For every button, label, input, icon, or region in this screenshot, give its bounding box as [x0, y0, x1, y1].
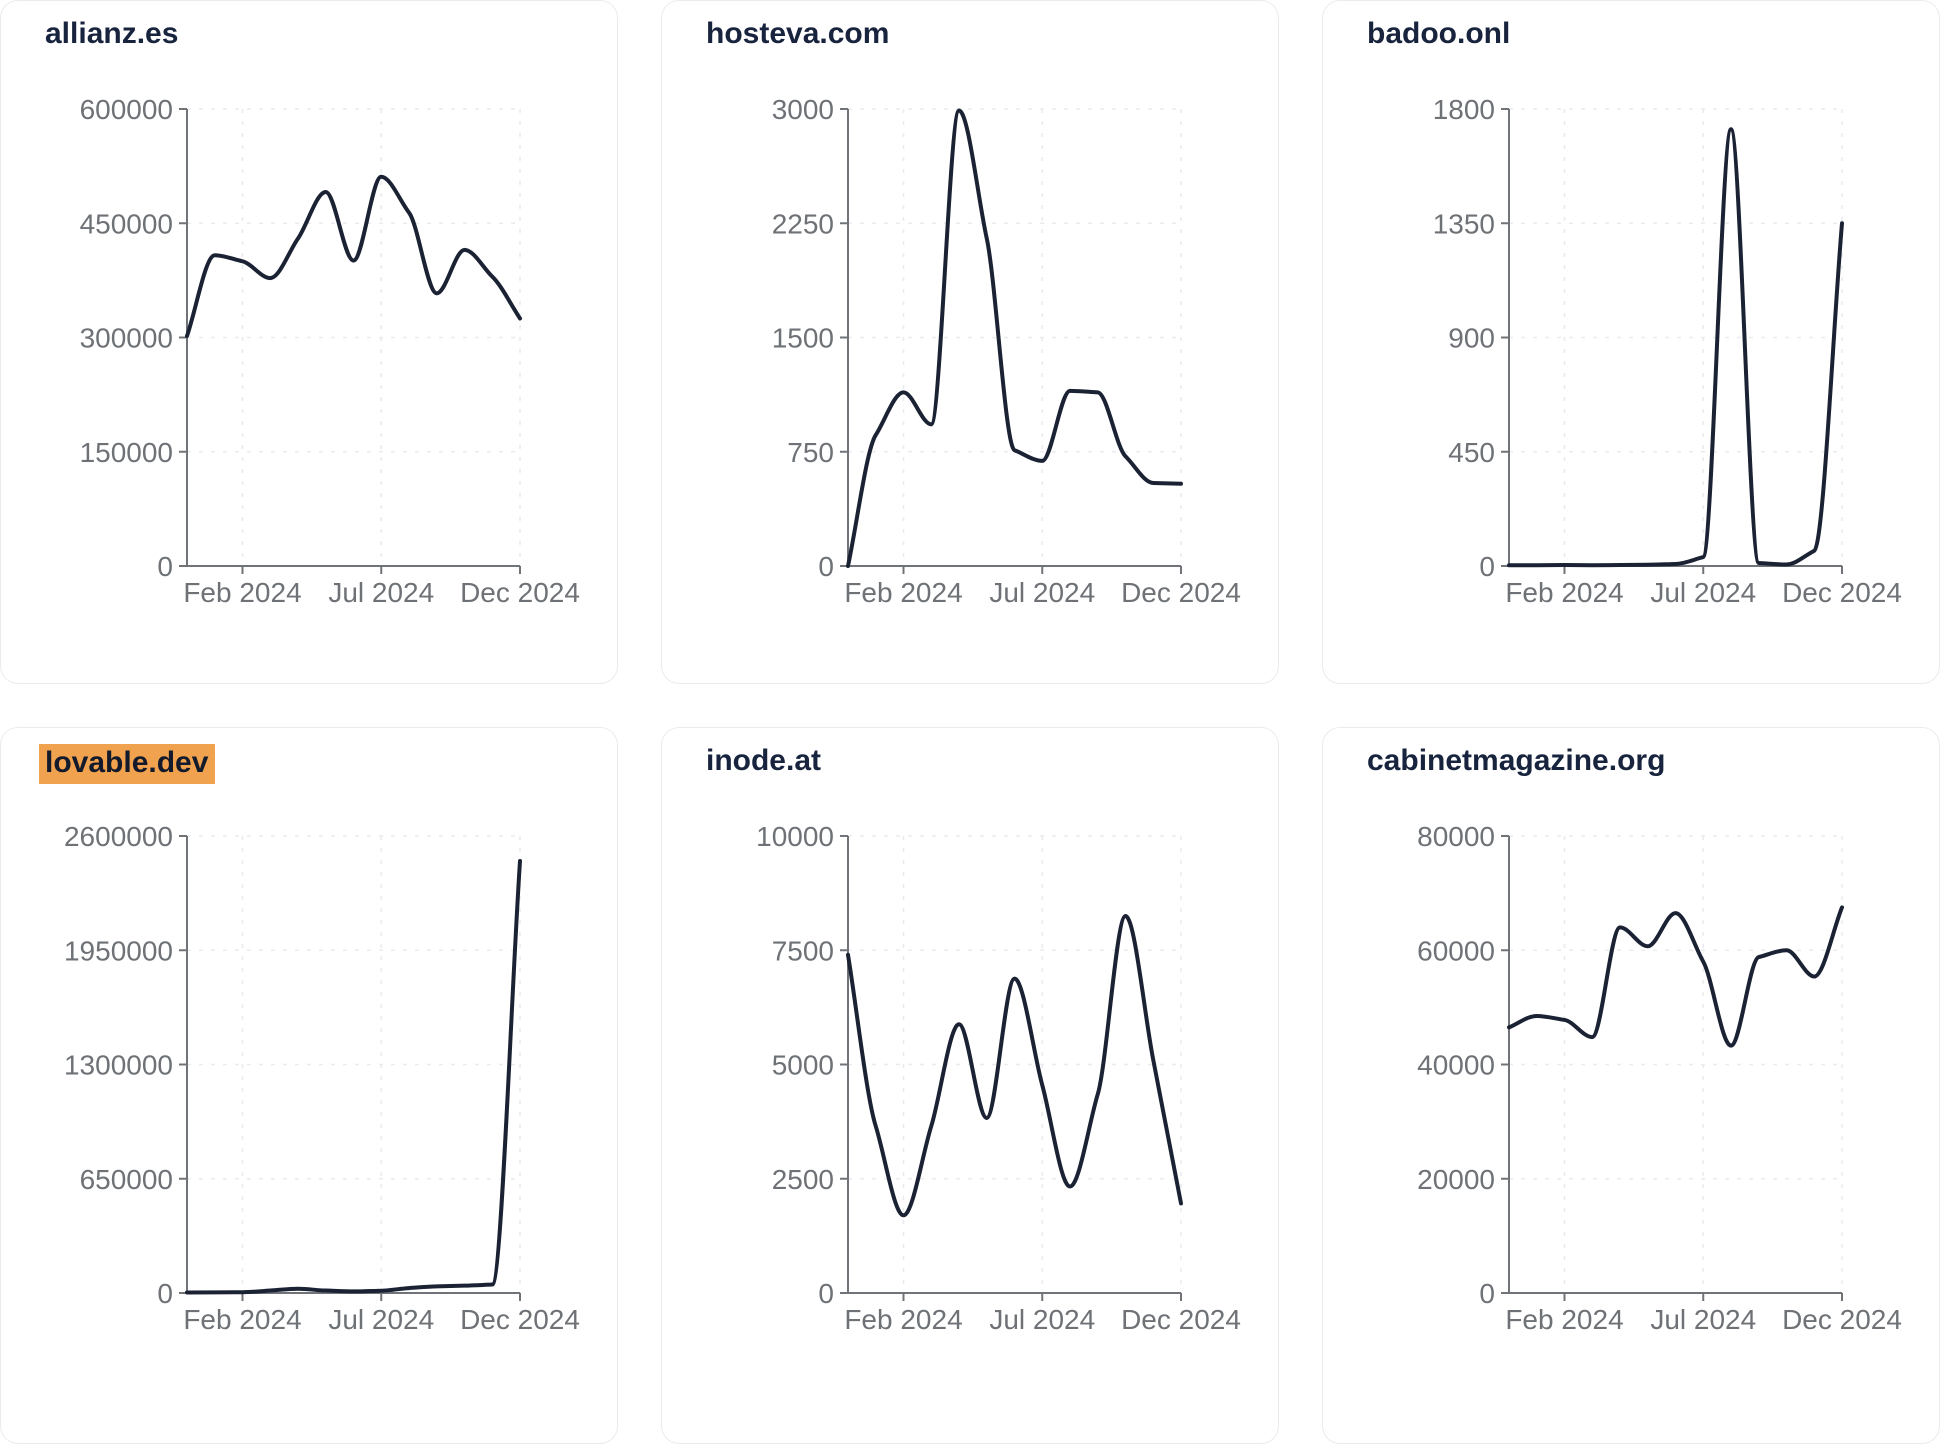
chart-title-text: badoo.onl [1367, 17, 1511, 50]
series-line [185, 174, 522, 338]
chart-title: allianz.es [45, 17, 178, 51]
gridlines [1509, 108, 1843, 566]
y-axis-tick-label: 450 [1448, 437, 1495, 468]
x-axis-tick-label: Feb 2024 [844, 1304, 962, 1335]
y-axis-tick-label: 5000 [772, 1050, 834, 1081]
y-axis-tick-label: 3000 [772, 94, 834, 125]
axes: 0 450 900 1350 1800 Feb 2024 Jul 2024 Dec 2024 [1433, 94, 1902, 608]
axes: 0 750 1500 2250 3000 Feb 2024 Jul 2024 Dec 2024 [772, 94, 1241, 608]
chart-title-text: cabinetmagazine.org [1367, 744, 1666, 777]
series-line [846, 108, 1183, 568]
gridlines [848, 835, 1182, 1293]
x-axis-tick-label: Feb 2024 [844, 577, 962, 608]
chart-card-lovable: lovable.dev 0 650000 1300000 1950000 2600000… [0, 727, 618, 1444]
line-chart-svg: 0 150000 300000 450000 600000 Feb 2024 Jul 202… [80, 94, 580, 608]
chart-title: hosteva.com [706, 17, 889, 51]
x-axis-tick-label: Feb 2024 [183, 1304, 301, 1335]
chart-title: badoo.onl [1367, 17, 1510, 51]
y-axis-tick-label: 0 [157, 551, 173, 582]
x-axis-tick-label: Jul 2024 [328, 1304, 434, 1335]
y-axis-tick-label: 0 [818, 1278, 834, 1309]
chart-card-inode: inode.at 0 2500 5000 7500 10000 Feb 2024 Jul 2… [661, 727, 1279, 1444]
x-axis-tick-label: Jul 2024 [328, 577, 434, 608]
gridlines [187, 108, 521, 566]
chart-card-badoo: badoo.onl 0 450 900 1350 1800 Feb 2024 Jul 202… [1322, 0, 1940, 684]
chart-title: lovable.dev [39, 744, 216, 784]
line-chart-svg: 0 2500 5000 7500 10000 Feb 2024 Jul 2024 Dec 20… [756, 821, 1241, 1335]
y-axis-tick-label: 2600000 [64, 821, 173, 852]
y-axis-tick-label: 1500 [772, 323, 834, 354]
axes: 0 2500 5000 7500 10000 Feb 2024 Jul 2024 Dec 20… [756, 821, 1241, 1335]
x-axis-tick-label: Jul 2024 [989, 577, 1095, 608]
axes: 0 650000 1300000 1950000 2600000 Feb 2024 Jul … [64, 821, 580, 1335]
gridlines [187, 835, 521, 1293]
x-axis-tick-label: Dec 2024 [1121, 1304, 1241, 1335]
x-axis-tick-label: Jul 2024 [1650, 1304, 1756, 1335]
y-axis-tick-label: 7500 [772, 935, 834, 966]
y-axis-tick-label: 450000 [80, 208, 173, 239]
y-axis-tick-label: 2250 [772, 208, 834, 239]
x-axis-tick-label: Dec 2024 [1121, 577, 1241, 608]
chart-title: cabinetmagazine.org [1367, 744, 1665, 778]
x-axis-tick-label: Jul 2024 [1650, 577, 1756, 608]
y-axis-tick-label: 1300000 [64, 1050, 173, 1081]
gridlines [1509, 835, 1843, 1293]
y-axis-tick-label: 10000 [756, 821, 834, 852]
gridlines [848, 108, 1182, 566]
line-chart-svg: 0 20000 40000 60000 80000 Feb 2024 Jul 2024 Dec… [1417, 821, 1902, 1335]
chart-title-text: allianz.es [45, 17, 179, 50]
x-axis-tick-label: Dec 2024 [1782, 1304, 1902, 1335]
chart-title-text: inode.at [706, 744, 822, 777]
chart-card-hosteva: hosteva.com 0 750 1500 2250 3000 Feb 2024 Jul … [661, 0, 1279, 684]
x-axis-tick-label: Feb 2024 [1505, 577, 1623, 608]
line-chart-svg: 0 650000 1300000 1950000 2600000 Feb 2024 Jul … [64, 821, 580, 1335]
y-axis-tick-label: 1800 [1433, 94, 1495, 125]
y-axis-tick-label: 60000 [1417, 935, 1495, 966]
y-axis-tick-label: 2500 [772, 1164, 834, 1195]
chart-title-text: hosteva.com [706, 17, 890, 50]
y-axis-tick-label: 600000 [80, 94, 173, 125]
y-axis-tick-label: 0 [1479, 551, 1495, 582]
line-chart-svg: 0 450 900 1350 1800 Feb 2024 Jul 2024 Dec 2024 [1433, 94, 1902, 608]
series-line [846, 913, 1183, 1218]
series-line [1507, 905, 1844, 1048]
y-axis-tick-label: 300000 [80, 323, 173, 354]
x-axis-tick-label: Dec 2024 [460, 577, 580, 608]
x-axis-tick-label: Dec 2024 [460, 1304, 580, 1335]
x-axis-tick-label: Feb 2024 [183, 577, 301, 608]
y-axis-tick-label: 150000 [80, 437, 173, 468]
y-axis-tick-label: 40000 [1417, 1050, 1495, 1081]
line-chart-svg: 0 750 1500 2250 3000 Feb 2024 Jul 2024 Dec 2024 [772, 94, 1241, 608]
y-axis-tick-label: 900 [1448, 323, 1495, 354]
y-axis-tick-label: 20000 [1417, 1164, 1495, 1195]
y-axis-tick-label: 80000 [1417, 821, 1495, 852]
x-axis-tick-label: Feb 2024 [1505, 1304, 1623, 1335]
chart-title: inode.at [706, 744, 821, 778]
y-axis-tick-label: 0 [157, 1278, 173, 1309]
y-axis-tick-label: 0 [1479, 1278, 1495, 1309]
y-axis-tick-label: 650000 [80, 1164, 173, 1195]
y-axis-tick-label: 1950000 [64, 935, 173, 966]
x-axis-tick-label: Dec 2024 [1782, 577, 1902, 608]
y-axis-tick-label: 1350 [1433, 208, 1495, 239]
series-line [185, 858, 522, 1295]
axes: 0 150000 300000 450000 600000 Feb 2024 Jul 202… [80, 94, 580, 608]
chart-card-allianz: allianz.es 0 150000 300000 450000 600000 Feb … [0, 0, 618, 684]
series-line [1507, 127, 1844, 568]
y-axis-tick-label: 750 [787, 437, 834, 468]
chart-title-text-highlighted: lovable.dev [39, 744, 216, 784]
x-axis-tick-label: Jul 2024 [989, 1304, 1095, 1335]
chart-card-cabinetmagazine: cabinetmagazine.org 0 20000 40000 60000 8000… [1322, 727, 1940, 1444]
axes: 0 20000 40000 60000 80000 Feb 2024 Jul 2024 Dec… [1417, 821, 1902, 1335]
y-axis-tick-label: 0 [818, 551, 834, 582]
